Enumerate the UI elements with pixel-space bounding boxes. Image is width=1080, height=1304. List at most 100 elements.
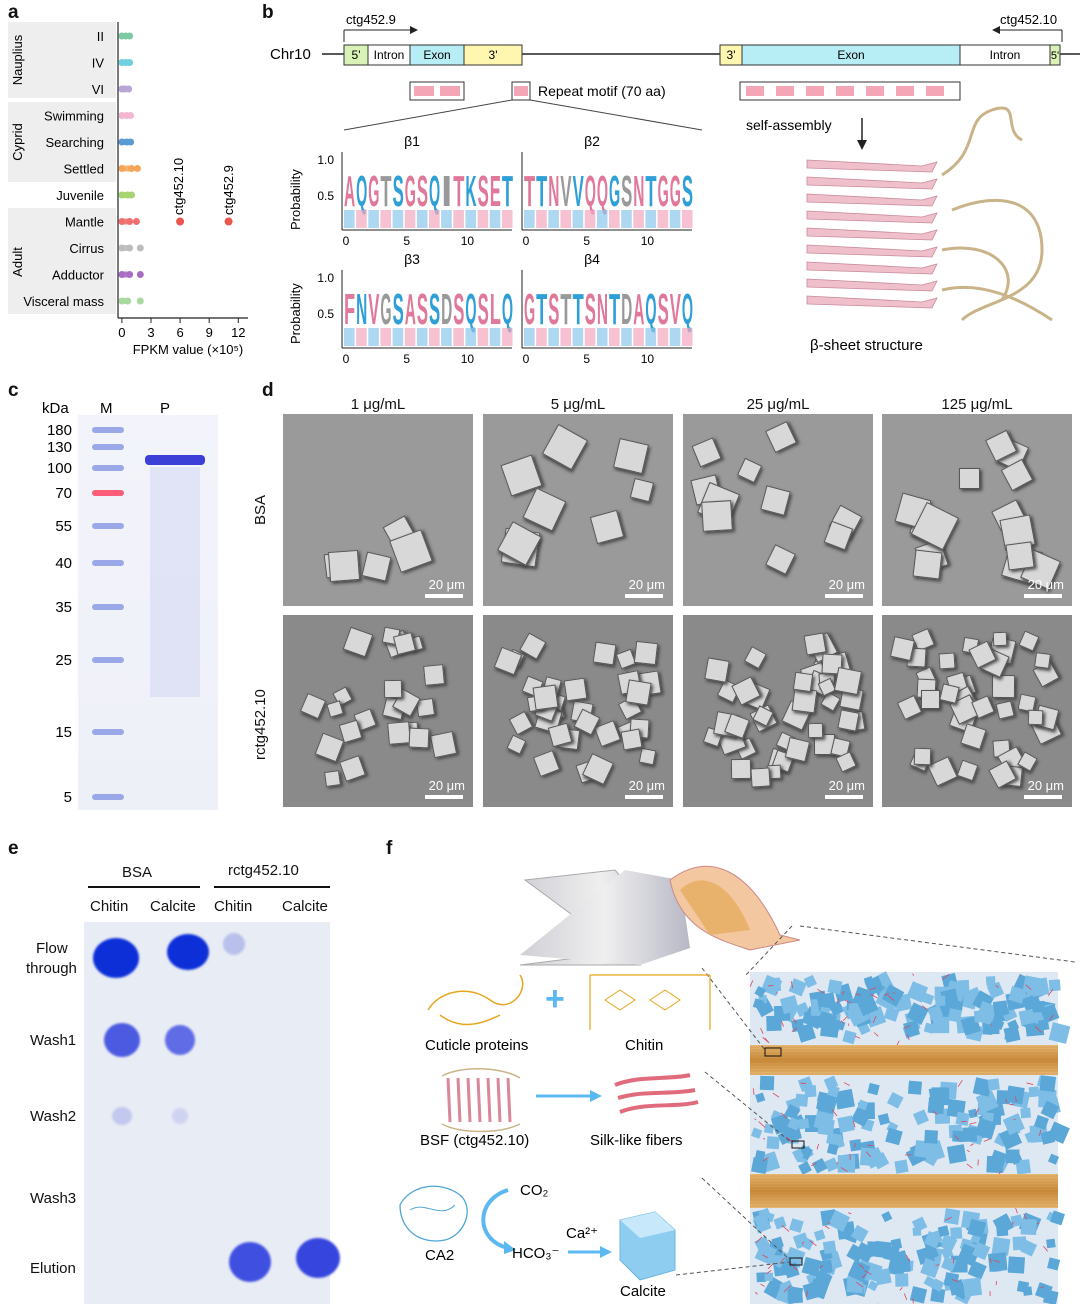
calcite-crystal: [962, 1127, 978, 1142]
logo-letter: S: [453, 285, 464, 334]
x-tick-label: 12: [231, 325, 245, 340]
f-hco3: HCO₃⁻: [512, 1245, 559, 1262]
calcite-crystal: [798, 1118, 810, 1130]
scale-label: 20 μm: [828, 778, 865, 793]
crystal: [743, 645, 767, 669]
crystal: [921, 690, 941, 710]
data-point: [126, 271, 134, 278]
calcite-crystal: [755, 1092, 766, 1103]
calcite-crystal: [947, 1008, 963, 1023]
f-bsf: BSF (ctg452.10): [420, 1132, 529, 1149]
calcite-crystal: [1040, 1004, 1060, 1024]
conc-label: 125 μg/mL: [941, 396, 1013, 413]
conc-label: 25 μg/mL: [746, 396, 810, 413]
crystal: [765, 544, 796, 576]
crystal: [620, 728, 643, 751]
calcite-crystal: [856, 994, 879, 1017]
row-label-rctg: rctg452.10: [252, 689, 269, 760]
logo-letter: V: [368, 285, 379, 334]
row-label: Swimming: [44, 109, 104, 124]
logo-letter: S: [621, 167, 632, 216]
marker-label: 70: [55, 485, 72, 502]
e-row-label: Wash2: [30, 1108, 77, 1125]
e-col-label: Chitin: [214, 898, 253, 915]
data-point: [126, 244, 134, 252]
calcite-crystal: [837, 1155, 856, 1173]
calcite-crystal: [937, 1225, 950, 1237]
calcite-crystal: [867, 1280, 879, 1292]
calcite-crystal: [907, 1080, 923, 1095]
crystal: [691, 437, 722, 468]
calcite-crystal: [751, 1156, 769, 1175]
group-label: Cyprid: [10, 123, 25, 161]
marker-band: [92, 794, 124, 800]
calcite-crystal: [750, 1127, 763, 1139]
crystal: [387, 721, 412, 745]
prob-label-1: Probability: [288, 169, 303, 230]
blot-spot: [112, 1107, 132, 1125]
lane-p: P: [160, 400, 170, 417]
calcite-crystal: [967, 1218, 987, 1238]
calcite-crystal: [1040, 1100, 1060, 1120]
svg-text:0: 0: [343, 234, 350, 248]
row-label: Juvenile: [56, 188, 104, 203]
calcite-crystal: [1007, 1019, 1020, 1032]
data-point: [118, 244, 126, 252]
logo-letter: L: [490, 285, 501, 334]
crystal: [913, 747, 931, 766]
crystal: [701, 500, 733, 532]
blot-spot: [167, 934, 209, 970]
calcite-crystal: [849, 1139, 862, 1152]
calcite-crystal: [826, 1143, 839, 1155]
calcite-crystal: [1039, 1075, 1057, 1092]
e-row-label: Wash3: [30, 1190, 77, 1207]
band-adult: [8, 208, 116, 314]
calcite-crystal: [850, 1224, 869, 1243]
calcite-crystal: [783, 1262, 800, 1279]
crystal: [613, 437, 649, 474]
calcite-crystal: [914, 1140, 933, 1159]
crystal: [325, 700, 344, 719]
logo-letter: S: [478, 285, 489, 334]
logo-letter: G: [658, 167, 669, 216]
calcite-crystal: [991, 1236, 1011, 1256]
logo-letter: Q: [356, 167, 367, 216]
calcite-crystal: [788, 978, 807, 997]
scale-bar: [825, 594, 863, 598]
crystal: [324, 770, 342, 788]
e-row-label: Wash1: [30, 1032, 77, 1049]
calcite-crystal: [923, 1275, 936, 1288]
crystal: [638, 747, 657, 766]
scale-label: 20 μm: [428, 778, 465, 793]
logo-letter: Q: [465, 285, 476, 334]
calcite-crystal: [986, 1155, 1004, 1174]
selfassembly-label: self-assembly: [746, 117, 832, 133]
marker-label: 5: [64, 789, 72, 806]
row-label: Cirrus: [69, 241, 104, 256]
crystal: [938, 652, 956, 670]
data-point: [118, 138, 126, 146]
logo-letter: Q: [429, 167, 440, 216]
sem-image: 20 μm: [283, 615, 473, 807]
logo-letter: S: [658, 285, 669, 334]
logo-letter: G: [609, 167, 620, 216]
calcite-crystal: [1047, 1257, 1061, 1271]
marker-band: [92, 427, 124, 433]
calcite-crystal: [909, 1286, 928, 1304]
marker-band: [92, 465, 124, 471]
beta-sheet-structure: [806, 106, 1053, 322]
calcite-crystal: [764, 1272, 774, 1282]
row-label: Mantle: [65, 215, 104, 230]
scale-bar: [425, 594, 463, 598]
f-ca: Ca²⁺: [566, 1225, 598, 1242]
e-row-flow1: Flow: [36, 940, 68, 957]
sem-image: 20 μm: [483, 414, 673, 606]
calcite-crystal: [828, 1210, 851, 1232]
calcite-crystal: [992, 1213, 1015, 1235]
crystal: [629, 477, 654, 502]
scale-label: 20 μm: [428, 577, 465, 592]
data-point: [128, 165, 136, 172]
calcite-crystal: [932, 1016, 950, 1034]
calcite-crystal: [890, 1238, 903, 1250]
